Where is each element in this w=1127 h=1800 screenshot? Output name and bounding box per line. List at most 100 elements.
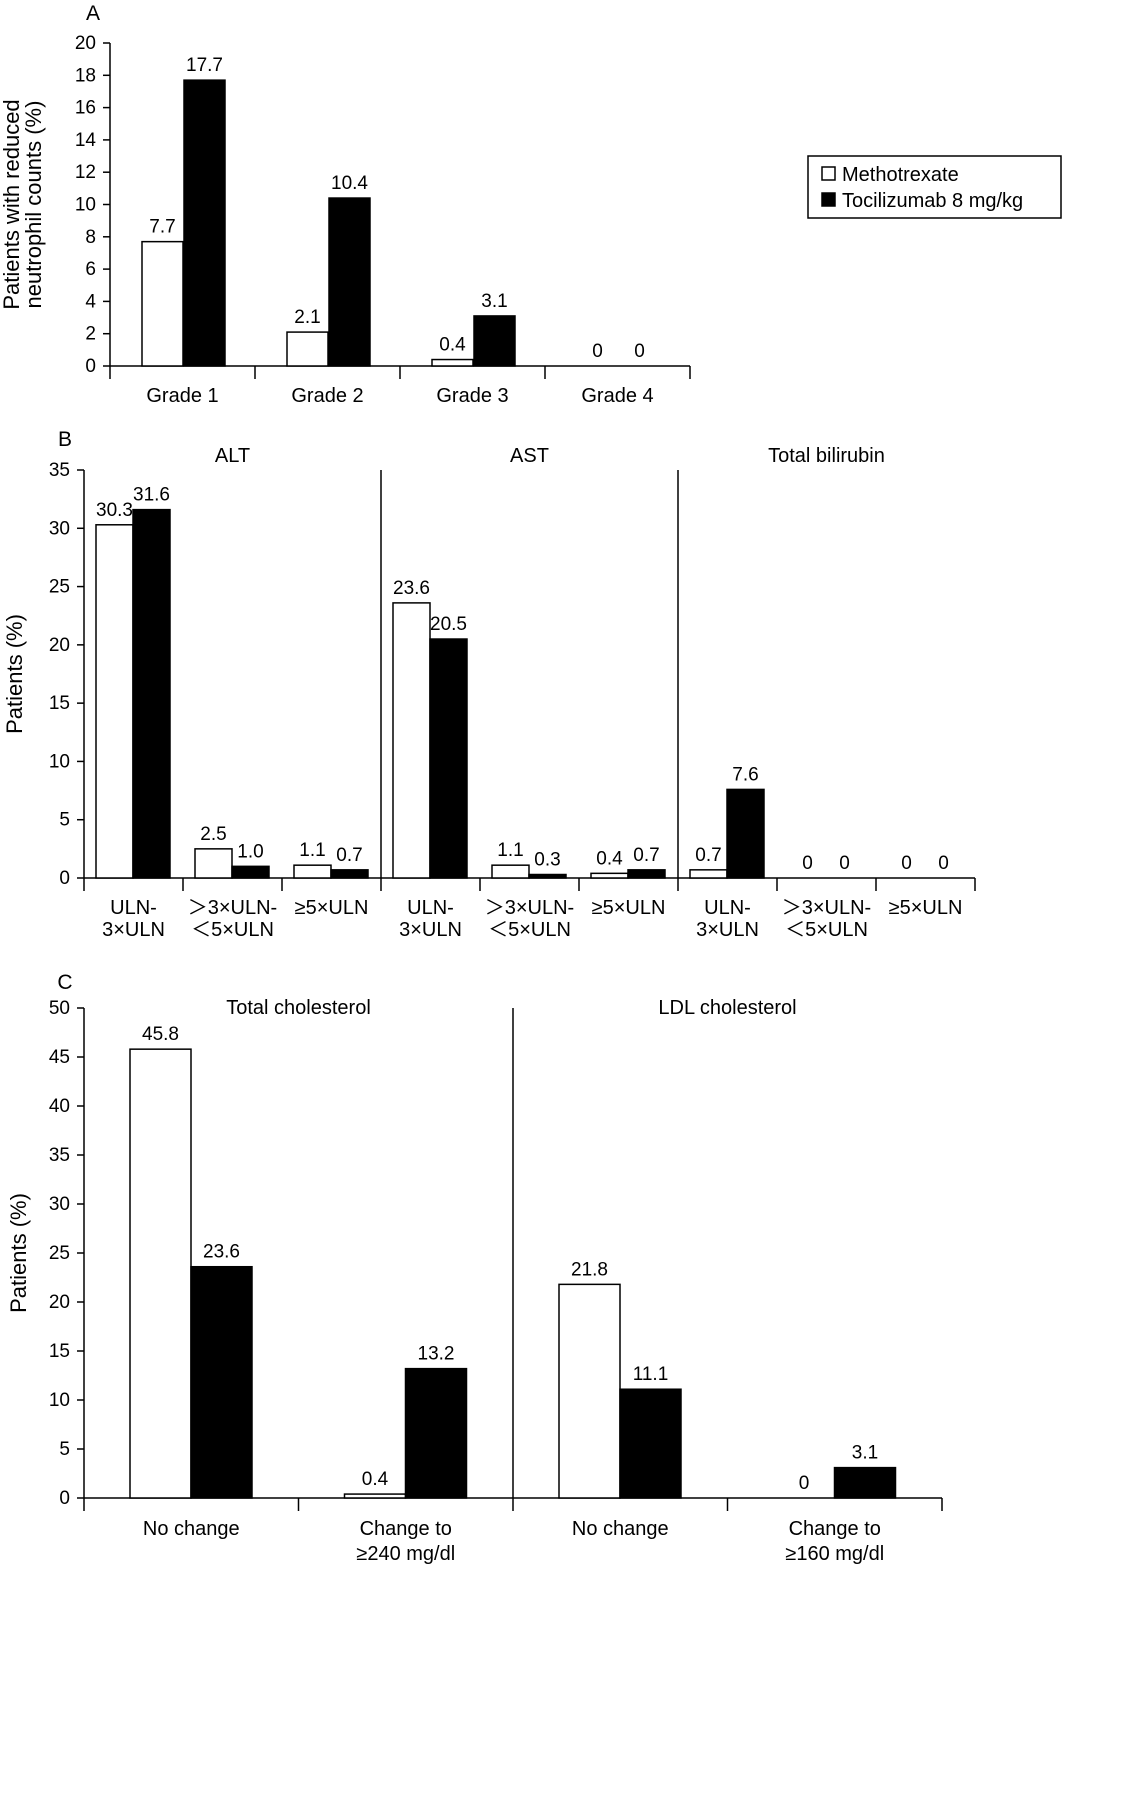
data-label: 3.1 xyxy=(852,1443,878,1464)
y-tick-label: 4 xyxy=(85,291,96,312)
category-label: No change xyxy=(572,1518,669,1540)
y-tick-label: 25 xyxy=(49,577,70,598)
y-tick-label: 10 xyxy=(49,1390,70,1411)
data-label: 0 xyxy=(938,853,949,874)
bar-tocilizumab xyxy=(833,1466,897,1499)
bar-methotrexate xyxy=(293,864,332,879)
category-label-line: Change to xyxy=(789,1518,881,1540)
y-tick-label: 35 xyxy=(49,460,70,481)
y-tick-label: 2 xyxy=(85,324,96,345)
y-tick-label: 0 xyxy=(59,1488,70,1509)
data-label: 17.7 xyxy=(186,55,223,76)
category-label: ≥5×ULN xyxy=(592,897,666,919)
category-label: Change to ≥240 mg/dl xyxy=(356,1518,455,1565)
category-label: Grade 4 xyxy=(581,385,653,407)
y-axis-label: Patients (%) xyxy=(6,1193,31,1313)
category-label-line: ≥5×ULN xyxy=(889,897,963,919)
category-label: Grade 2 xyxy=(291,385,363,407)
y-tick-label: 16 xyxy=(75,98,96,119)
bar-methotrexate xyxy=(392,602,431,879)
y-axis-label: Patients with reducedneutrophil counts (… xyxy=(0,99,46,309)
y-tick-label: 25 xyxy=(49,1243,70,1264)
y-tick-label: 15 xyxy=(49,693,70,714)
legend-label-tocilizumab: Tocilizumab 8 mg/kg xyxy=(842,190,1023,212)
category-label: Change to ≥160 mg/dl xyxy=(785,1518,884,1565)
category-label-line: ≥5×ULN xyxy=(295,897,369,919)
y-tick-label: 0 xyxy=(85,356,96,377)
data-label: 0.3 xyxy=(534,850,560,871)
category-label-line: No change xyxy=(143,1518,240,1540)
group-title: ALT xyxy=(215,445,250,467)
y-axis-label-line: Patients (%) xyxy=(2,614,27,734)
data-label: 45.8 xyxy=(142,1024,179,1045)
legend-label-methotrexate: Methotrexate xyxy=(842,164,959,186)
bar-tocilizumab xyxy=(473,315,516,367)
data-label: 0.7 xyxy=(695,845,721,866)
group-title: AST xyxy=(510,445,549,467)
category-label-line: Grade 1 xyxy=(146,385,218,407)
data-label: 1.0 xyxy=(237,841,263,862)
category-label-line: ULN- xyxy=(110,897,157,919)
category-label-line: Grade 2 xyxy=(291,385,363,407)
category-label-line: No change xyxy=(572,1518,669,1540)
y-axis-label-line: neutrophil counts (%) xyxy=(21,101,46,309)
data-label: 0 xyxy=(634,341,645,362)
data-label: 21.8 xyxy=(571,1259,608,1280)
data-label: 0.4 xyxy=(596,848,623,869)
category-label: Grade 1 xyxy=(146,385,218,407)
category-label-line: ＞3×ULN- xyxy=(485,897,574,919)
category-label-line: 3×ULN xyxy=(102,919,165,941)
category-label-line: Grade 4 xyxy=(581,385,653,407)
bar-tocilizumab xyxy=(429,638,468,879)
data-label: 0.4 xyxy=(439,335,466,356)
y-axis-label-line: Patients (%) xyxy=(6,1193,31,1313)
y-tick-label: 10 xyxy=(49,751,70,772)
category-label-line: ＞3×ULN- xyxy=(188,897,277,919)
data-label: 0.4 xyxy=(362,1469,389,1490)
category-label-line: ＜5×ULN xyxy=(488,919,571,941)
y-tick-label: 5 xyxy=(59,810,70,831)
category-label: Grade 3 xyxy=(436,385,508,407)
category-label-line: ＜5×ULN xyxy=(191,919,274,941)
bar-methotrexate xyxy=(95,524,134,879)
category-label-line: 3×ULN xyxy=(399,919,462,941)
legend: Methotrexate Tocilizumab 8 mg/kg xyxy=(807,155,1062,219)
legend-swatch-methotrexate xyxy=(821,166,836,181)
y-tick-label: 30 xyxy=(49,518,70,539)
y-tick-label: 20 xyxy=(49,1292,70,1313)
category-label: No change xyxy=(143,1518,240,1540)
y-tick-label: 20 xyxy=(49,635,70,656)
y-tick-label: 14 xyxy=(75,130,97,151)
data-label: 30.3 xyxy=(96,500,133,521)
y-tick-label: 50 xyxy=(49,998,70,1019)
data-label: 0 xyxy=(592,341,603,362)
data-label: 7.7 xyxy=(149,217,175,238)
category-label-line: ≥160 mg/dl xyxy=(785,1543,884,1565)
bar-tocilizumab xyxy=(404,1367,468,1499)
y-tick-label: 40 xyxy=(49,1096,70,1117)
bar-tocilizumab xyxy=(528,873,567,879)
data-label: 2.1 xyxy=(294,307,320,328)
panel-c: C 0 5 10 15 20 25 30 35 40 45 50 Total cholesterol LD… xyxy=(6,971,943,1565)
panel-letter: A xyxy=(86,2,100,25)
legend-swatch-tocilizumab xyxy=(821,192,836,207)
category-label: ≥5×ULN xyxy=(295,897,369,919)
y-tick-label: 45 xyxy=(49,1047,70,1068)
data-label: 1.1 xyxy=(299,840,325,861)
category-label: ULN-3×ULN xyxy=(696,897,759,941)
bar-methotrexate xyxy=(129,1048,192,1499)
category-label: ≥5×ULN xyxy=(889,897,963,919)
data-label: 0 xyxy=(802,853,813,874)
bar-tocilizumab xyxy=(183,79,226,367)
y-tick-label: 12 xyxy=(75,162,96,183)
y-axis-label: Patients (%) xyxy=(2,614,27,734)
category-label-line: 3×ULN xyxy=(696,919,759,941)
y-tick-label: 6 xyxy=(85,259,96,280)
bar-methotrexate xyxy=(689,869,728,879)
bar-methotrexate xyxy=(558,1283,621,1499)
y-tick-label: 8 xyxy=(85,227,96,248)
y-tick-label: 20 xyxy=(75,33,96,54)
bar-methotrexate xyxy=(491,864,530,879)
category-label-line: ≥240 mg/dl xyxy=(356,1543,455,1565)
group-title: LDL cholesterol xyxy=(658,997,796,1019)
